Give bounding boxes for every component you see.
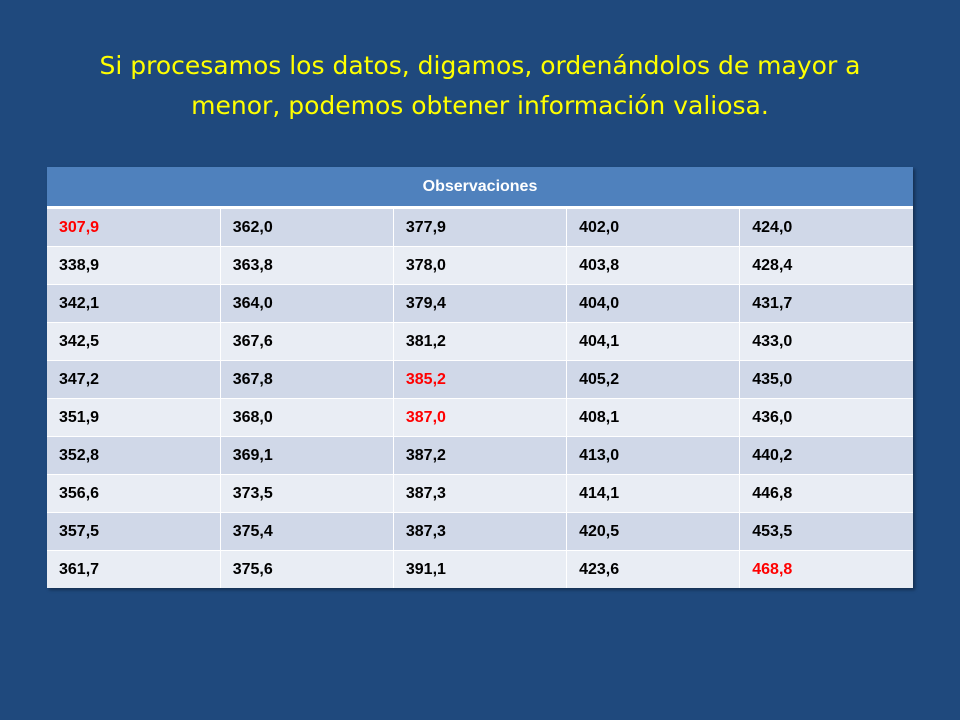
- table-cell: 375,6: [219, 550, 394, 588]
- table-cell: 379,4: [392, 284, 567, 323]
- table-row: 307,9 362,0 377,9 402,0 424,0: [47, 207, 913, 247]
- table-cell: 381,2: [392, 322, 567, 361]
- table-header: Observaciones: [47, 167, 913, 209]
- table-cell: 347,2: [47, 360, 221, 399]
- table-row: 357,5 375,4 387,3 420,5 453,5: [47, 512, 913, 551]
- table-cell: 342,1: [47, 284, 221, 323]
- table-cell: 367,8: [219, 360, 394, 399]
- table-cell: 364,0: [219, 284, 394, 323]
- table-cell: 367,6: [219, 322, 394, 361]
- table-cell: 357,5: [47, 512, 221, 551]
- table-cell: 423,6: [566, 550, 740, 588]
- table-cell: 363,8: [219, 246, 394, 285]
- table-cell: 405,2: [566, 360, 740, 399]
- table-cell: 391,1: [392, 550, 567, 588]
- table-cell: 338,9: [47, 246, 221, 285]
- table-cell: 414,1: [566, 474, 740, 513]
- table-row: 342,5 367,6 381,2 404,1 433,0: [47, 322, 913, 361]
- table-cell: 356,6: [47, 474, 221, 513]
- table-cell: 377,9: [392, 207, 567, 247]
- table-cell: 428,4: [739, 246, 913, 285]
- table-cell: 373,5: [219, 474, 394, 513]
- table-cell: 408,1: [566, 398, 740, 437]
- table-cell: 385,2: [392, 360, 567, 399]
- table-cell: 424,0: [739, 207, 913, 247]
- table-cell: 387,0: [392, 398, 567, 437]
- table-cell: 387,2: [392, 436, 567, 475]
- table-cell: 369,1: [219, 436, 394, 475]
- table-cell: 387,3: [392, 474, 567, 513]
- table-cell: 440,2: [739, 436, 913, 475]
- table-cell: 446,8: [739, 474, 913, 513]
- table-row: 338,9 363,8 378,0 403,8 428,4: [47, 246, 913, 285]
- table-cell: 413,0: [566, 436, 740, 475]
- table-cell: 307,9: [47, 207, 221, 247]
- slide-title-line-1: Si procesamos los datos, digamos, ordená…: [99, 51, 861, 80]
- table-cell: 352,8: [47, 436, 221, 475]
- table-cell: 402,0: [566, 207, 740, 247]
- table-cell: 375,4: [219, 512, 394, 551]
- table-row: 361,7 375,6 391,1 423,6 468,8: [47, 550, 913, 588]
- observations-table: Observaciones 307,9 362,0 377,9 402,0 424,0 3…: [47, 167, 913, 588]
- table-cell: 387,3: [392, 512, 567, 551]
- table-cell: 404,0: [566, 284, 740, 323]
- table-cell: 361,7: [47, 550, 221, 588]
- table-cell: 362,0: [219, 207, 394, 247]
- table-cell: 433,0: [739, 322, 913, 361]
- table-body: 307,9 362,0 377,9 402,0 424,0 338,9 363,8 378,0…: [47, 207, 913, 588]
- table-cell: 436,0: [739, 398, 913, 437]
- slide-title: Si procesamos los datos, digamos, ordená…: [60, 46, 900, 126]
- table-row: 347,2 367,8 385,2 405,2 435,0: [47, 360, 913, 399]
- table-row: 352,8 369,1 387,2 413,0 440,2: [47, 436, 913, 475]
- table-cell: 378,0: [392, 246, 567, 285]
- table-row: 342,1 364,0 379,4 404,0 431,7: [47, 284, 913, 323]
- table-cell: 435,0: [739, 360, 913, 399]
- table-cell: 368,0: [219, 398, 394, 437]
- slide-title-line-2: menor, podemos obtener información valio…: [191, 91, 769, 120]
- table-cell: 468,8: [739, 550, 913, 588]
- table-cell: 404,1: [566, 322, 740, 361]
- table-row: 351,9 368,0 387,0 408,1 436,0: [47, 398, 913, 437]
- table-cell: 342,5: [47, 322, 221, 361]
- table-header-row: Observaciones: [47, 167, 913, 209]
- table-cell: 351,9: [47, 398, 221, 437]
- table-cell: 420,5: [566, 512, 740, 551]
- table-row: 356,6 373,5 387,3 414,1 446,8: [47, 474, 913, 513]
- table-cell: 431,7: [739, 284, 913, 323]
- table-cell: 453,5: [739, 512, 913, 551]
- table-cell: 403,8: [566, 246, 740, 285]
